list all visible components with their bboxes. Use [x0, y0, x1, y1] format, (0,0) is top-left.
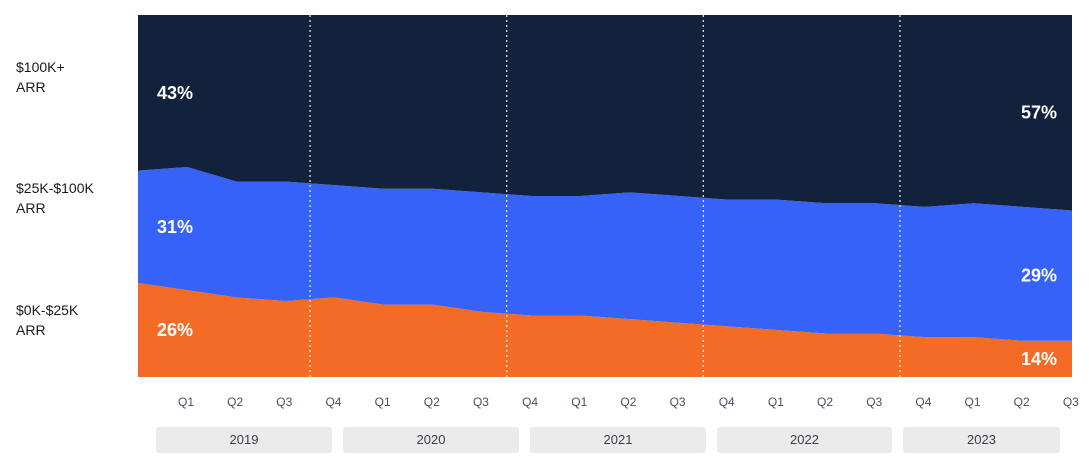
x-tick-label: Q2	[1014, 395, 1030, 409]
band-label-line: $0K-$25K	[16, 302, 79, 318]
data-label-end: 14%	[1021, 349, 1057, 369]
x-tick-label: Q3	[1063, 395, 1079, 409]
x-tick-label: Q4	[915, 395, 931, 409]
data-label-end: 57%	[1021, 103, 1057, 123]
data-label-start: 43%	[157, 83, 193, 103]
year-label-2020: 2020	[343, 427, 519, 453]
band-label-line: ARR	[16, 200, 46, 216]
data-label-end: 29%	[1021, 266, 1057, 286]
x-tick-label: Q1	[178, 395, 194, 409]
x-tick-label: Q3	[670, 395, 686, 409]
year-label-2023: 2023	[903, 427, 1060, 453]
year-label-2021: 2021	[530, 427, 706, 453]
x-tick-label: Q1	[571, 395, 587, 409]
x-tick-label: Q2	[227, 395, 243, 409]
year-label-2022: 2022	[717, 427, 892, 453]
band-label-line: ARR	[16, 322, 46, 338]
band-label-line: ARR	[16, 79, 46, 95]
x-tick-label: Q3	[473, 395, 489, 409]
x-tick-label: Q3	[866, 395, 882, 409]
area-series-25k-100k-arr	[138, 167, 1072, 341]
band-label-25k-100k: $25K-$100K ARR	[16, 178, 94, 218]
band-label-0k-25k: $0K-$25K ARR	[16, 300, 78, 340]
x-tick-label: Q2	[817, 395, 833, 409]
x-tick-label: Q4	[719, 395, 735, 409]
x-tick-label: Q1	[375, 395, 391, 409]
area-series-100k-arr	[138, 15, 1072, 211]
x-tick-label: Q4	[325, 395, 341, 409]
x-tick-label: Q2	[620, 395, 636, 409]
data-label-start: 26%	[157, 320, 193, 340]
x-tick-label: Q1	[768, 395, 784, 409]
band-label-100k-plus: $100K+ ARR	[16, 57, 65, 97]
x-tick-label: Q2	[424, 395, 440, 409]
band-label-line: $100K+	[16, 59, 65, 75]
x-tick-label: Q4	[522, 395, 538, 409]
x-tick-label: Q1	[965, 395, 981, 409]
data-label-start: 31%	[157, 217, 193, 237]
x-tick-label: Q3	[276, 395, 292, 409]
band-label-line: $25K-$100K	[16, 180, 94, 196]
year-label-2019: 2019	[156, 427, 332, 453]
area-series-0k-25k-arr	[138, 282, 1072, 377]
